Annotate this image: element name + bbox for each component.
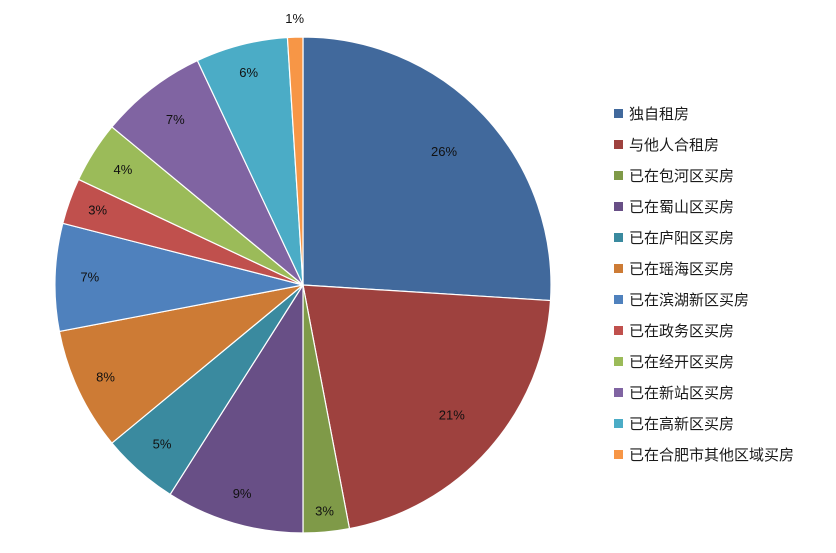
legend-item: 与他人合租房 <box>614 129 829 160</box>
slice-data-label: 8% <box>96 369 115 384</box>
slice-data-label: 3% <box>88 203 107 218</box>
legend-item: 已在政务区买房 <box>614 315 829 346</box>
legend-item: 已在经开区买房 <box>614 346 829 377</box>
legend-item: 已在滨湖新区买房 <box>614 284 829 315</box>
slice-data-label: 7% <box>80 270 99 285</box>
pie-slice <box>302 284 552 530</box>
legend-label: 独自租房 <box>629 105 690 123</box>
legend-label: 已在包河区买房 <box>629 167 735 185</box>
pie-slice <box>54 222 304 333</box>
legend-label: 已在蜀山区买房 <box>629 198 735 216</box>
legend-swatch <box>614 450 623 459</box>
legend-label: 已在经开区买房 <box>629 353 735 371</box>
legend-label: 已在瑶海区买房 <box>629 260 735 278</box>
pie-slice <box>58 284 304 444</box>
slice-data-label: 1% <box>285 11 304 26</box>
legend-item: 已在庐阳区买房 <box>614 222 829 253</box>
legend-swatch <box>614 202 623 211</box>
legend-swatch <box>614 109 623 118</box>
legend-item: 已在高新区买房 <box>614 408 829 439</box>
legend-item: 已在合肥市其他区域买房 <box>614 439 829 470</box>
legend-item: 已在新站区买房 <box>614 377 829 408</box>
legend-label: 已在高新区买房 <box>629 415 735 433</box>
legend-swatch <box>614 295 623 304</box>
legend-item: 独自租房 <box>614 98 829 129</box>
legend-label: 与他人合租房 <box>629 136 720 154</box>
legend-label: 已在政务区买房 <box>629 322 735 340</box>
legend-label: 已在庐阳区买房 <box>629 229 735 247</box>
slice-data-label: 26% <box>431 144 457 159</box>
legend-swatch <box>614 419 623 428</box>
legend-item: 已在包河区买房 <box>614 160 829 191</box>
legend-swatch <box>614 264 623 273</box>
legend-swatch <box>614 140 623 149</box>
slice-data-label: 5% <box>153 436 172 451</box>
slice-data-label: 3% <box>315 504 334 519</box>
legend-label: 已在新站区买房 <box>629 384 735 402</box>
pie-slice <box>302 36 552 302</box>
legend-swatch <box>614 233 623 242</box>
legend-swatch <box>614 171 623 180</box>
legend-swatch <box>614 326 623 335</box>
legend-label: 已在滨湖新区买房 <box>629 291 750 309</box>
legend-swatch <box>614 357 623 366</box>
pie-slice <box>169 282 304 534</box>
slice-data-label: 6% <box>239 65 258 80</box>
legend-item: 已在瑶海区买房 <box>614 253 829 284</box>
slice-data-label: 4% <box>114 162 133 177</box>
chart-legend: 独自租房 与他人合租房 已在包河区买房 已在蜀山区买房 已在庐阳区买房 已在瑶海区买房 已在… <box>614 98 829 470</box>
legend-label: 已在合肥市其他区域买房 <box>629 446 795 464</box>
legend-item: 已在蜀山区买房 <box>614 191 829 222</box>
slice-data-label: 7% <box>166 112 185 127</box>
pie-slice <box>111 59 304 286</box>
slice-data-label: 9% <box>233 486 252 501</box>
legend-swatch <box>614 388 623 397</box>
pie-slice <box>286 36 304 286</box>
slice-data-label: 21% <box>439 408 465 423</box>
